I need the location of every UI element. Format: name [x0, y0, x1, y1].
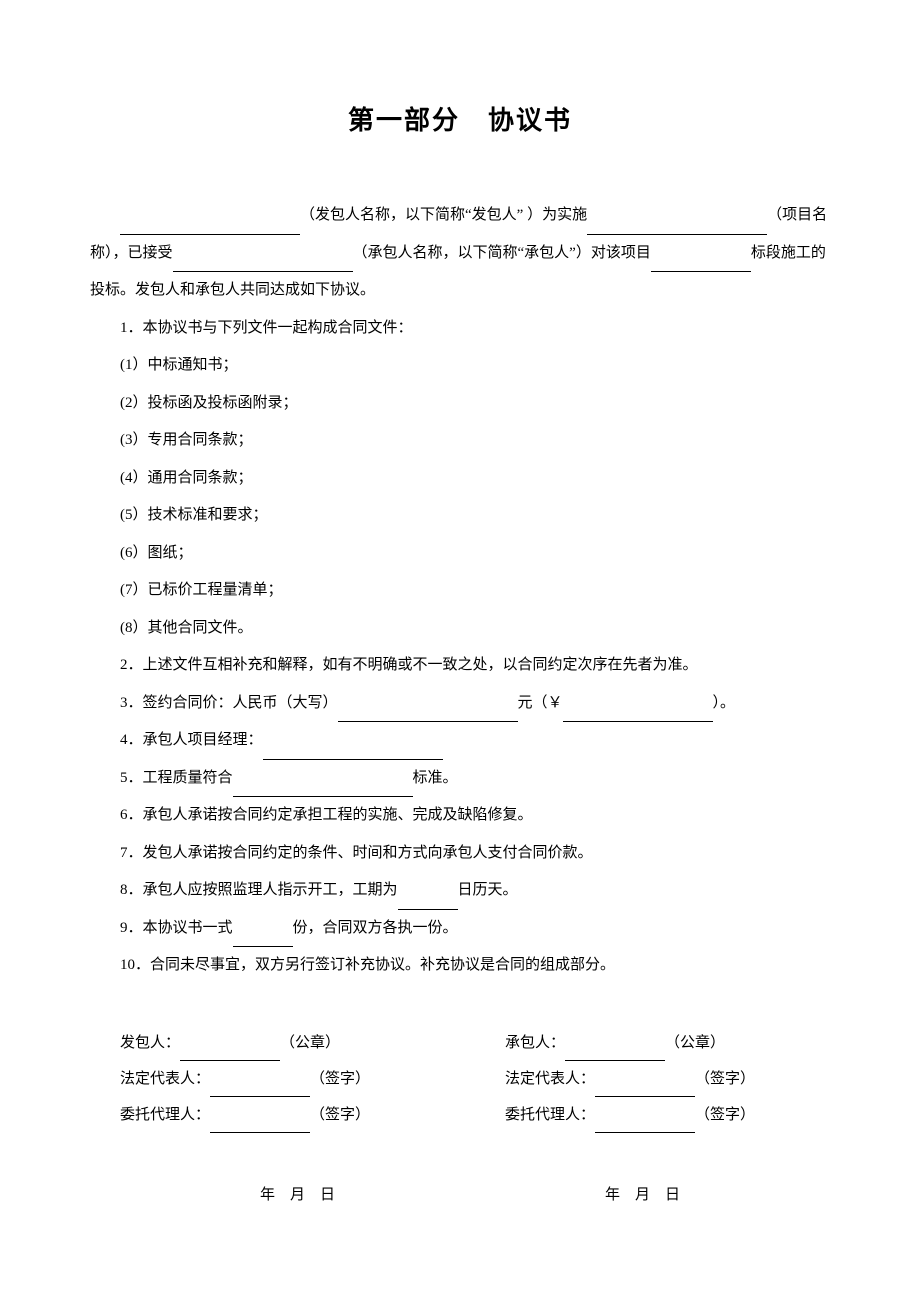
item3-mid: 元（￥	[518, 695, 563, 711]
blank-client-name	[120, 218, 300, 235]
sig-left-agent-label: 委托代理人：	[120, 1107, 210, 1123]
item-7: 7．发包人承诺按合同约定的条件、时间和方式向承包人支付合同价款。	[90, 835, 830, 873]
item-8: 8．承包人应按照监理人指示开工，工期为 日历天。	[90, 872, 830, 910]
date-left: 年 月 日	[90, 1183, 485, 1204]
item8-prefix: 8．承包人应按照监理人指示开工，工期为	[120, 882, 398, 898]
item8-suffix: 日历天。	[458, 882, 518, 898]
sig-left-party-label: 发包人：	[120, 1035, 180, 1051]
sig-left-agent-suffix: （签字）	[310, 1107, 370, 1123]
intro-paragraph: （发包人名称，以下简称“发包人” ）为实施（项目名称），已接受（承包人名称，以下…	[90, 197, 830, 310]
sig-right-legal-suffix: （签字）	[695, 1071, 755, 1087]
subitem-8: (8）其他合同文件。	[90, 610, 830, 648]
signature-left-column: 发包人： （公章） 法定代表人： （签字） 委托代理人： （签字）	[90, 1025, 445, 1133]
item9-prefix: 9．本协议书一式	[120, 920, 233, 936]
blank-sig-right-party	[565, 1044, 665, 1061]
subitem-2: (2）投标函及投标函附录；	[90, 385, 830, 423]
sig-right-agent-label: 委托代理人：	[505, 1107, 595, 1123]
document-title: 第一部分 协议书	[90, 100, 830, 137]
sig-right-party-label: 承包人：	[505, 1035, 565, 1051]
sig-left-legal-suffix: （签字）	[310, 1071, 370, 1087]
intro-text-3: （承包人名称，以下简称“承包人”）对该项目	[353, 245, 651, 261]
sig-right-legal: 法定代表人： （签字）	[505, 1061, 830, 1097]
sig-right-agent: 委托代理人： （签字）	[505, 1097, 830, 1133]
subitem-7: (7）已标价工程量清单；	[90, 572, 830, 610]
item3-suffix: ）。	[713, 695, 736, 711]
item-2: 2．上述文件互相补充和解释，如有不明确或不一致之处，以合同约定次序在先者为准。	[90, 647, 830, 685]
blank-contractor-name	[173, 256, 353, 273]
blank-sig-right-agent	[595, 1116, 695, 1133]
subitem-5: (5）技术标准和要求；	[90, 497, 830, 535]
blank-sig-right-legal	[595, 1080, 695, 1097]
blank-quality-standard	[233, 781, 413, 798]
item3-prefix: 3．签约合同价：人民币（大写）	[120, 695, 338, 711]
sig-right-party-suffix: （公章）	[665, 1035, 725, 1051]
item5-prefix: 5．工程质量符合	[120, 770, 233, 786]
item-9: 9．本协议书一式 份，合同双方各执一份。	[90, 910, 830, 948]
blank-sig-left-legal	[210, 1080, 310, 1097]
sig-left-party-suffix: （公章）	[280, 1035, 340, 1051]
blank-price-number	[563, 706, 713, 723]
intro-text-1: （发包人名称，以下简称“发包人” ）为实施	[300, 207, 587, 223]
date-row: 年 月 日 年 月 日	[90, 1183, 830, 1204]
subitem-1: (1）中标通知书；	[90, 347, 830, 385]
blank-copies	[233, 931, 293, 948]
item-5: 5．工程质量符合 标准。	[90, 760, 830, 798]
sig-right-legal-label: 法定代表人：	[505, 1071, 595, 1087]
item5-suffix: 标准。	[413, 770, 458, 786]
blank-price-words	[338, 706, 518, 723]
sig-left-legal: 法定代表人： （签字）	[120, 1061, 445, 1097]
item-10: 10．合同未尽事宜，双方另行签订补充协议。补充协议是合同的组成部分。	[90, 947, 830, 985]
blank-duration	[398, 893, 458, 910]
subitem-6: (6）图纸；	[90, 535, 830, 573]
subitem-3: (3）专用合同条款；	[90, 422, 830, 460]
sig-left-party: 发包人： （公章）	[120, 1025, 445, 1061]
item4-prefix: 4．承包人项目经理：	[120, 732, 263, 748]
sig-right-party: 承包人： （公章）	[505, 1025, 830, 1061]
blank-sig-left-party	[180, 1044, 280, 1061]
sig-left-legal-label: 法定代表人：	[120, 1071, 210, 1087]
item-6: 6．承包人承诺按合同约定承担工程的实施、完成及缺陷修复。	[90, 797, 830, 835]
item-3: 3．签约合同价：人民币（大写） 元（￥ ）。	[90, 685, 830, 723]
item9-suffix: 份，合同双方各执一份。	[293, 920, 458, 936]
blank-project-name	[587, 218, 767, 235]
blank-sig-left-agent	[210, 1116, 310, 1133]
document-body: （发包人名称，以下简称“发包人” ）为实施（项目名称），已接受（承包人名称，以下…	[90, 197, 830, 985]
item-4: 4．承包人项目经理：	[90, 722, 830, 760]
sig-right-agent-suffix: （签字）	[695, 1107, 755, 1123]
signature-right-column: 承包人： （公章） 法定代表人： （签字） 委托代理人： （签字）	[445, 1025, 830, 1133]
blank-project-manager	[263, 743, 443, 760]
subitem-4: (4）通用合同条款；	[90, 460, 830, 498]
blank-section	[651, 256, 751, 273]
date-right: 年 月 日	[485, 1183, 830, 1204]
signature-section: 发包人： （公章） 法定代表人： （签字） 委托代理人： （签字） 承包人： （公章） …	[90, 1025, 830, 1133]
sig-left-agent: 委托代理人： （签字）	[120, 1097, 445, 1133]
item-1: 1．本协议书与下列文件一起构成合同文件：	[90, 310, 830, 348]
